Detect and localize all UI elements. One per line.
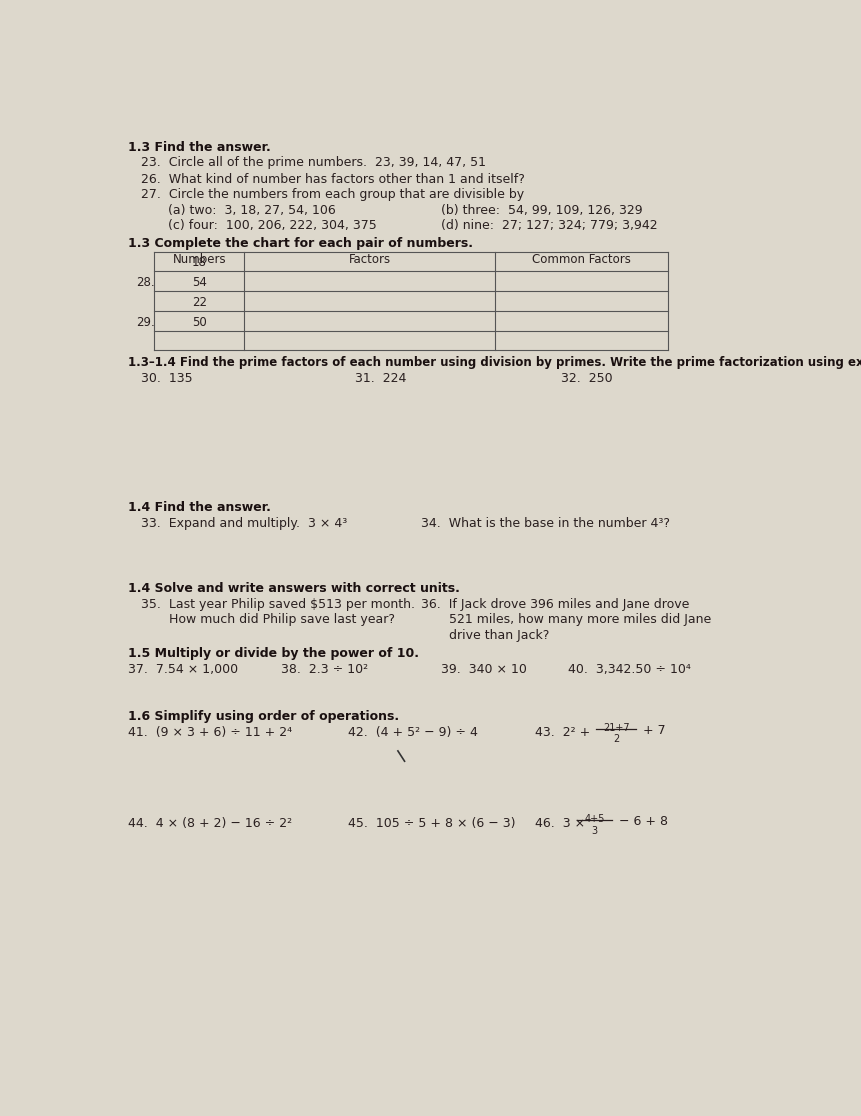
Text: 38.  2.3 ÷ 10²: 38. 2.3 ÷ 10² bbox=[281, 663, 369, 676]
Text: 46.  3 ×: 46. 3 × bbox=[535, 817, 585, 830]
Text: 44.  4 × (8 + 2) − 16 ÷ 2²: 44. 4 × (8 + 2) − 16 ÷ 2² bbox=[127, 817, 292, 830]
Text: (c) four:  100, 206, 222, 304, 375: (c) four: 100, 206, 222, 304, 375 bbox=[168, 219, 376, 232]
Text: 22: 22 bbox=[192, 296, 207, 309]
Text: 2: 2 bbox=[613, 733, 619, 743]
Text: 45.  105 ÷ 5 + 8 × (6 − 3): 45. 105 ÷ 5 + 8 × (6 − 3) bbox=[348, 817, 516, 830]
Text: 521 miles, how many more miles did Jane: 521 miles, how many more miles did Jane bbox=[421, 614, 711, 626]
Text: Common Factors: Common Factors bbox=[532, 253, 631, 267]
Text: 30.  135: 30. 135 bbox=[141, 372, 193, 385]
Text: (a) two:  3, 18, 27, 54, 106: (a) two: 3, 18, 27, 54, 106 bbox=[168, 203, 336, 217]
Text: 28.: 28. bbox=[136, 276, 154, 289]
Text: 35.  Last year Philip saved $513 per month.: 35. Last year Philip saved $513 per mont… bbox=[141, 598, 415, 610]
Text: 27.  Circle the numbers from each group that are divisible by: 27. Circle the numbers from each group t… bbox=[141, 189, 524, 201]
Text: drive than Jack?: drive than Jack? bbox=[421, 629, 549, 642]
Text: 37.  7.54 × 1,000: 37. 7.54 × 1,000 bbox=[127, 663, 238, 676]
Text: 29.: 29. bbox=[136, 316, 154, 329]
Text: Factors: Factors bbox=[349, 253, 391, 267]
Text: 41.  (9 × 3 + 6) ÷ 11 + 2⁴: 41. (9 × 3 + 6) ÷ 11 + 2⁴ bbox=[127, 727, 292, 739]
Text: 1.3 Find the answer.: 1.3 Find the answer. bbox=[127, 141, 270, 154]
Text: 1.6 Simplify using order of operations.: 1.6 Simplify using order of operations. bbox=[127, 710, 399, 723]
Text: 4+5: 4+5 bbox=[585, 814, 605, 824]
Text: 1.3 Complete the chart for each pair of numbers.: 1.3 Complete the chart for each pair of … bbox=[127, 237, 473, 250]
Text: 1.4 Find the answer.: 1.4 Find the answer. bbox=[127, 501, 270, 513]
Text: 39.  340 × 10: 39. 340 × 10 bbox=[441, 663, 527, 676]
Text: (d) nine:  27; 127; 324; 779; 3,942: (d) nine: 27; 127; 324; 779; 3,942 bbox=[441, 219, 658, 232]
Text: 18: 18 bbox=[192, 257, 207, 269]
Text: 3: 3 bbox=[592, 826, 598, 836]
Text: + 7: + 7 bbox=[643, 724, 666, 738]
Text: (b) three:  54, 99, 109, 126, 329: (b) three: 54, 99, 109, 126, 329 bbox=[441, 203, 643, 217]
Text: 32.  250: 32. 250 bbox=[561, 372, 613, 385]
Text: How much did Philip save last year?: How much did Philip save last year? bbox=[141, 614, 395, 626]
Text: Numbers: Numbers bbox=[172, 253, 226, 267]
Text: 43.  2² +: 43. 2² + bbox=[535, 727, 590, 739]
Text: 26.  What kind of number has factors other than 1 and itself?: 26. What kind of number has factors othe… bbox=[141, 173, 525, 185]
Text: 1.4 Solve and write answers with correct units.: 1.4 Solve and write answers with correct… bbox=[127, 583, 460, 596]
Text: 34.  What is the base in the number 4³?: 34. What is the base in the number 4³? bbox=[421, 517, 670, 530]
Text: 54: 54 bbox=[192, 276, 207, 289]
Text: 50: 50 bbox=[192, 316, 207, 329]
Text: 23.  Circle all of the prime numbers.  23, 39, 14, 47, 51: 23. Circle all of the prime numbers. 23,… bbox=[141, 156, 486, 170]
Text: 33.  Expand and multiply.  3 × 4³: 33. Expand and multiply. 3 × 4³ bbox=[141, 517, 347, 530]
Text: − 6 + 8: − 6 + 8 bbox=[619, 816, 668, 828]
Text: 42.  (4 + 5² − 9) ÷ 4: 42. (4 + 5² − 9) ÷ 4 bbox=[348, 727, 478, 739]
Text: 1.3–1.4 Find the prime factors of each number using division by primes. Write th: 1.3–1.4 Find the prime factors of each n… bbox=[127, 356, 861, 368]
Text: 40.  3,342.50 ÷ 10⁴: 40. 3,342.50 ÷ 10⁴ bbox=[568, 663, 691, 676]
Text: 31.  224: 31. 224 bbox=[355, 372, 406, 385]
Text: 1.5 Multiply or divide by the power of 10.: 1.5 Multiply or divide by the power of 1… bbox=[127, 647, 418, 660]
Text: 36.  If Jack drove 396 miles and Jane drove: 36. If Jack drove 396 miles and Jane dro… bbox=[421, 598, 690, 610]
Text: 21+7: 21+7 bbox=[603, 722, 629, 732]
